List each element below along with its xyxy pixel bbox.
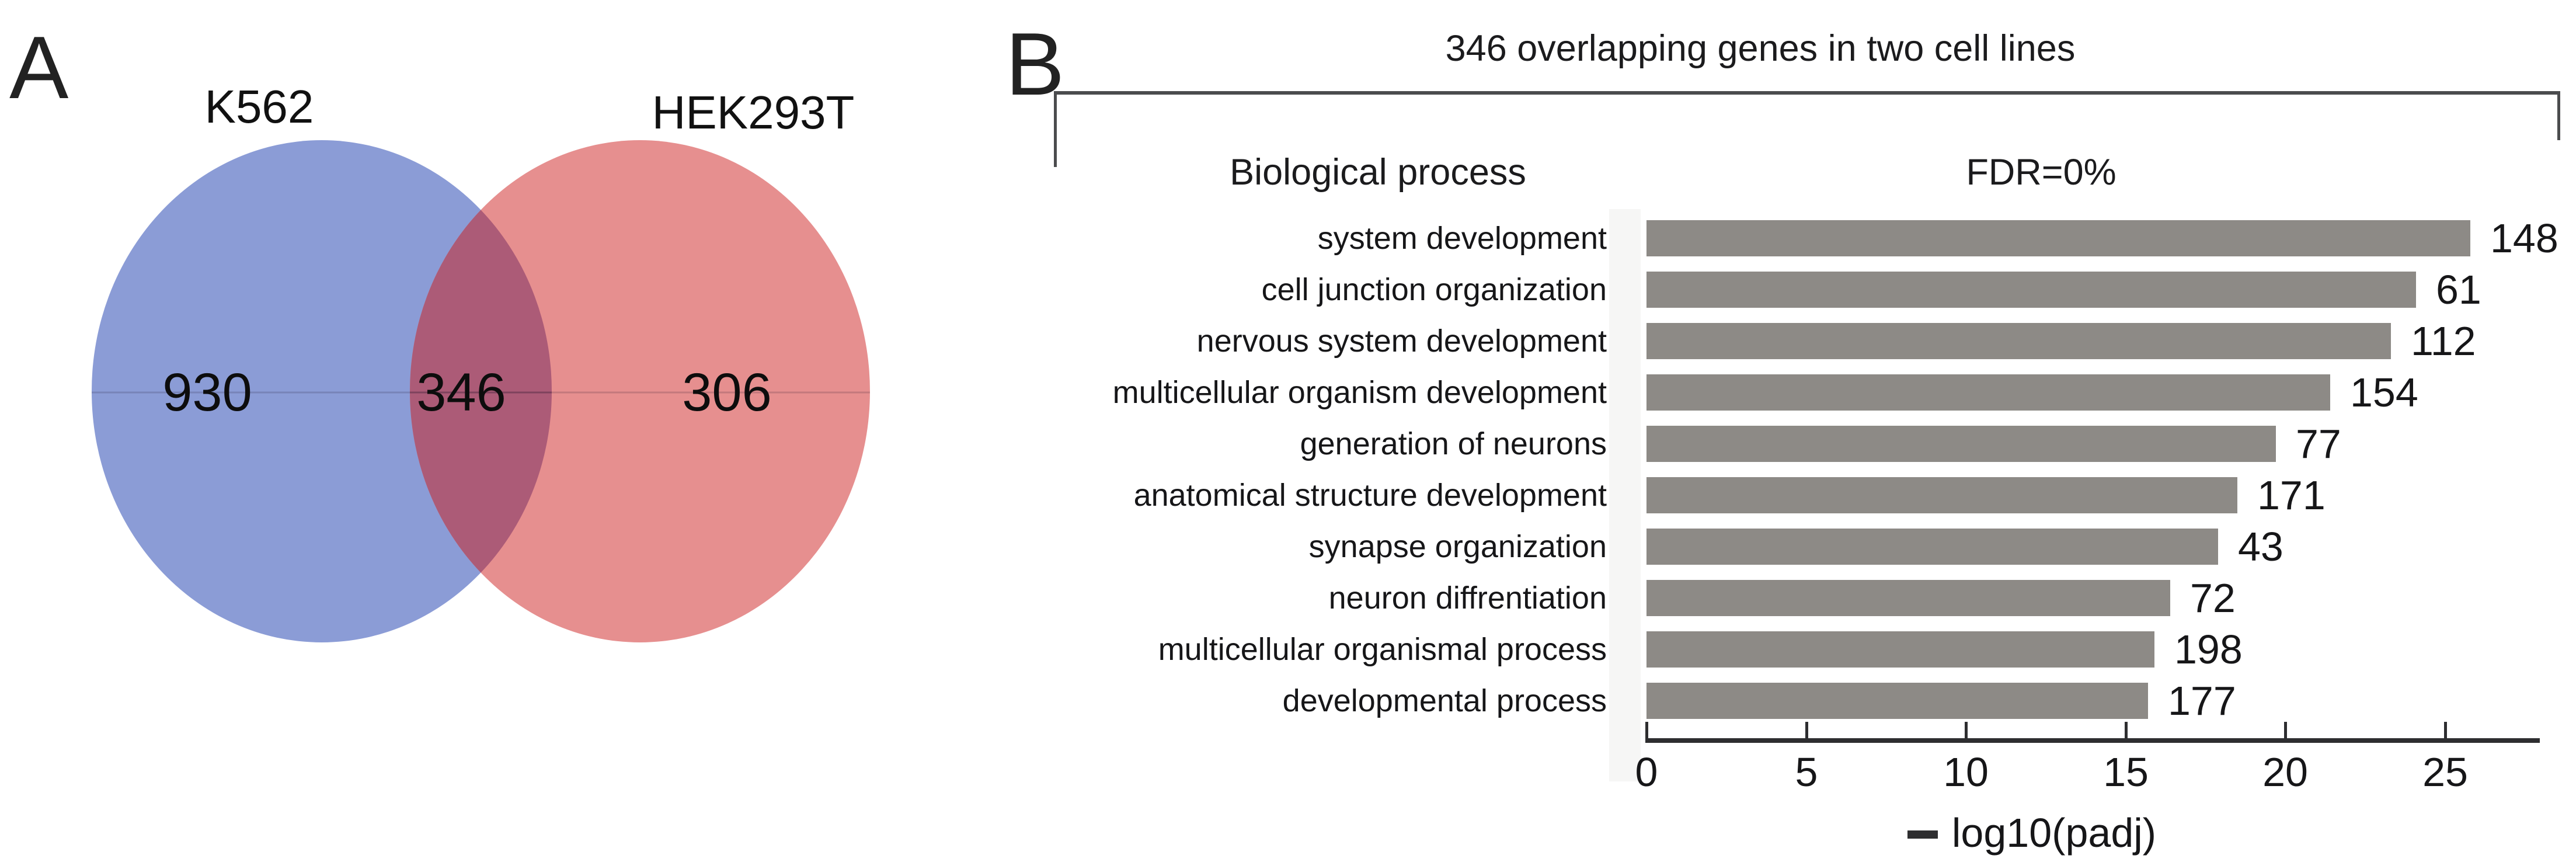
bar-label: generation of neurons — [1300, 426, 1607, 461]
bar-gene-count: 154 — [2350, 370, 2418, 415]
bar — [1646, 374, 2330, 411]
bar-label: cell junction organization — [1261, 272, 1607, 307]
chart-title: 346 overlapping genes in two cell lines — [1445, 28, 2076, 69]
bar-gene-count: 177 — [2168, 678, 2236, 724]
venn-right-count: 306 — [682, 363, 772, 422]
bar-label: nervous system development — [1196, 324, 1607, 359]
minus-dash — [1907, 830, 1938, 839]
venn-right-circle — [410, 140, 870, 642]
x-axis-tick-label: 20 — [2262, 749, 2308, 795]
venn-left-count: 930 — [162, 363, 252, 422]
bar-label: multicellular organism development — [1112, 375, 1607, 410]
panel-a-label: A — [9, 18, 69, 117]
x-axis-tick — [1645, 722, 1648, 738]
bar-gene-count: 72 — [2190, 575, 2236, 621]
title-bracket-right-tick — [2557, 91, 2560, 140]
bar-label: system development — [1317, 221, 1607, 256]
title-bracket-line — [1054, 91, 2560, 95]
venn-left-circle — [92, 140, 552, 642]
venn-overlap-count: 346 — [416, 363, 506, 422]
column-header-biological-process: Biological process — [1230, 152, 1526, 193]
plot-left-margin-band — [1609, 209, 1641, 781]
venn-left-set-label: K562 — [204, 81, 314, 133]
x-axis-line — [1645, 738, 2540, 743]
bar — [1646, 631, 2154, 668]
bar — [1646, 477, 2237, 513]
bar — [1646, 529, 2218, 565]
bar — [1646, 220, 2470, 256]
bar-gene-count: 198 — [2174, 627, 2243, 672]
bar-gene-count: 61 — [2436, 267, 2481, 312]
bar-label: neuron diffrentiation — [1328, 581, 1607, 616]
bar — [1646, 580, 2170, 616]
bar — [1646, 323, 2391, 359]
x-axis-title-text: log10(padj) — [1951, 810, 2157, 856]
bar-label: multicellular organismal process — [1158, 632, 1607, 667]
title-bracket-left-tick — [1054, 91, 1057, 167]
bar — [1646, 426, 2276, 462]
bar-label: anatomical structure development — [1133, 478, 1607, 513]
bar-label: developmental process — [1282, 683, 1607, 718]
x-axis-tick — [2284, 722, 2287, 738]
x-axis-tick — [1965, 722, 1968, 738]
x-axis-tick-label: 15 — [2103, 749, 2149, 795]
bar — [1646, 683, 2148, 719]
x-axis-tick-label: 25 — [2422, 749, 2468, 795]
bar-gene-count: 112 — [2411, 318, 2476, 364]
x-axis-tick-label: 5 — [1795, 749, 1818, 795]
bar-gene-count: 43 — [2238, 524, 2283, 569]
bar — [1646, 272, 2416, 308]
bar-label: synapse organization — [1308, 529, 1607, 564]
x-axis-tick — [2444, 722, 2447, 738]
x-axis-title: log10(padj) — [1769, 809, 2295, 856]
bar-gene-count: 77 — [2296, 421, 2341, 467]
bar-gene-count: 171 — [2257, 472, 2326, 518]
x-axis-tick — [2125, 722, 2128, 738]
x-axis-tick-label: 0 — [1635, 749, 1658, 795]
bar-gene-count: 148 — [2490, 216, 2558, 261]
x-axis-tick — [1805, 722, 1808, 738]
x-axis-tick-label: 10 — [1943, 749, 1989, 795]
venn-diagram — [92, 140, 870, 642]
venn-right-set-label: HEK293T — [652, 86, 855, 138]
column-header-fdr: FDR=0% — [1966, 152, 2117, 193]
